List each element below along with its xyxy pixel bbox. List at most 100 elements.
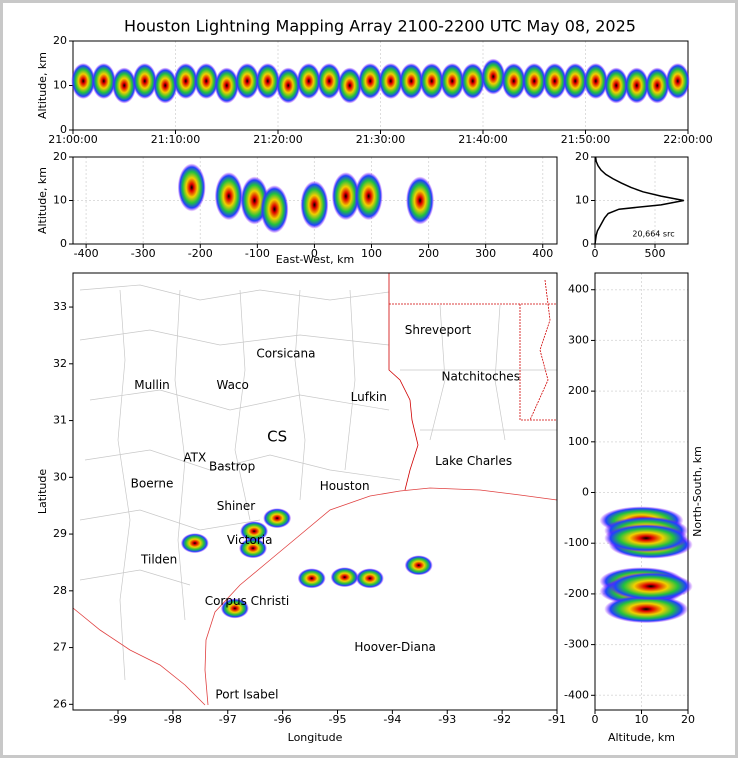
- source-cluster: [173, 63, 198, 100]
- y-tick-label: 0: [582, 486, 589, 499]
- city-label: Houston: [320, 479, 370, 493]
- city-label: CS: [267, 428, 287, 446]
- x-tick-label: 22:00:00: [663, 133, 712, 146]
- city-label: Mullin: [134, 378, 170, 392]
- source-cluster: [331, 172, 360, 221]
- density-blob: [300, 180, 329, 229]
- source-cluster: [330, 567, 359, 588]
- source-cluster: [624, 67, 649, 104]
- y-tick-label: 31: [53, 414, 67, 427]
- density-blob: [378, 63, 403, 100]
- source-cluster: [132, 63, 157, 100]
- plot-frame: [594, 272, 689, 711]
- x-tick-label: 0: [592, 713, 599, 726]
- x-tick-label: 0: [592, 247, 599, 260]
- source-cluster: [355, 568, 384, 589]
- x-tick-label: -91: [548, 713, 566, 726]
- density-blob: [153, 67, 178, 104]
- x-tick-label: 21:30:00: [356, 133, 405, 146]
- density-blob: [354, 172, 383, 221]
- y-tick-label: 20: [53, 150, 67, 163]
- y-tick-label: 28: [53, 584, 67, 597]
- x-tick-label: 300: [475, 247, 496, 260]
- density-blob: [238, 538, 267, 559]
- density-blob: [260, 185, 289, 234]
- y-axis-label: Latitude: [36, 469, 49, 515]
- source-cluster: [276, 67, 301, 104]
- x-tick-label: -400: [74, 247, 99, 260]
- source-cluster: [481, 58, 506, 95]
- density-blob: [263, 508, 292, 529]
- city-label: Shiner: [217, 499, 256, 513]
- density-blob: [583, 63, 608, 100]
- x-tick-label: -99: [109, 713, 127, 726]
- source-cluster: [542, 63, 567, 100]
- density-blob: [220, 598, 249, 619]
- y-tick-label: 29: [53, 527, 67, 540]
- source-cluster: [238, 538, 267, 559]
- city-label: Boerne: [131, 477, 174, 491]
- density-blob: [440, 63, 465, 100]
- source-cluster: [177, 163, 206, 212]
- source-cluster: [317, 63, 342, 100]
- source-cluster: [404, 555, 433, 576]
- plot-frame: [72, 272, 558, 711]
- density-blob: [71, 63, 96, 100]
- density-blob: [404, 555, 433, 576]
- y-tick-label: 20: [53, 34, 67, 47]
- y-axis-label: Altitude, km: [36, 167, 49, 234]
- source-cluster: [522, 63, 547, 100]
- x-tick-label: -94: [383, 713, 401, 726]
- x-tick-label: -92: [493, 713, 511, 726]
- x-tick-label: -300: [131, 247, 156, 260]
- x-tick-label: 500: [645, 247, 666, 260]
- density-blob: [112, 67, 137, 104]
- source-cluster: [240, 521, 269, 542]
- source-cluster: [604, 524, 689, 553]
- source-cluster: [563, 63, 588, 100]
- plot-frame: [594, 156, 689, 245]
- source-cluster: [604, 595, 689, 624]
- density-blob: [173, 63, 198, 100]
- density-blob: [608, 572, 693, 601]
- x-tick-label: -96: [274, 713, 292, 726]
- source-cluster: [91, 63, 116, 100]
- city-label: Lake Charles: [435, 454, 512, 468]
- y-tick-label: 10: [53, 194, 67, 207]
- source-cluster: [260, 185, 289, 234]
- density-blob: [501, 63, 526, 100]
- y-tick-label: 30: [53, 470, 67, 483]
- density-blob: [522, 63, 547, 100]
- source-cluster: [112, 67, 137, 104]
- density-blob: [460, 63, 485, 100]
- density-blob: [180, 533, 209, 554]
- density-blob: [406, 176, 435, 225]
- x-tick-label: 21:40:00: [458, 133, 507, 146]
- density-blob: [604, 595, 689, 624]
- density-blob: [235, 63, 260, 100]
- density-blob: [194, 63, 219, 100]
- x-tick-label: 100: [361, 247, 382, 260]
- source-cluster: [645, 67, 670, 104]
- x-tick-label: 400: [532, 247, 553, 260]
- density-blob: [604, 524, 689, 553]
- source-cluster: [153, 67, 178, 104]
- density-blob: [317, 63, 342, 100]
- x-tick-label: 21:20:00: [253, 133, 302, 146]
- city-label: Port Isabel: [215, 688, 278, 702]
- city-label: Lufkin: [351, 390, 387, 404]
- x-tick-label: 0: [311, 247, 318, 260]
- density-blob: [331, 172, 360, 221]
- source-cluster: [354, 172, 383, 221]
- city-label: Waco: [216, 378, 248, 392]
- density-blob: [240, 521, 269, 542]
- plot-frame: [72, 156, 558, 245]
- source-cluster: [214, 67, 239, 104]
- y-tick-label: 27: [53, 641, 67, 654]
- x-tick-label: 21:00:00: [48, 133, 97, 146]
- city-label: Shreveport: [405, 323, 472, 337]
- source-cluster: [460, 63, 485, 100]
- density-blob: [214, 67, 239, 104]
